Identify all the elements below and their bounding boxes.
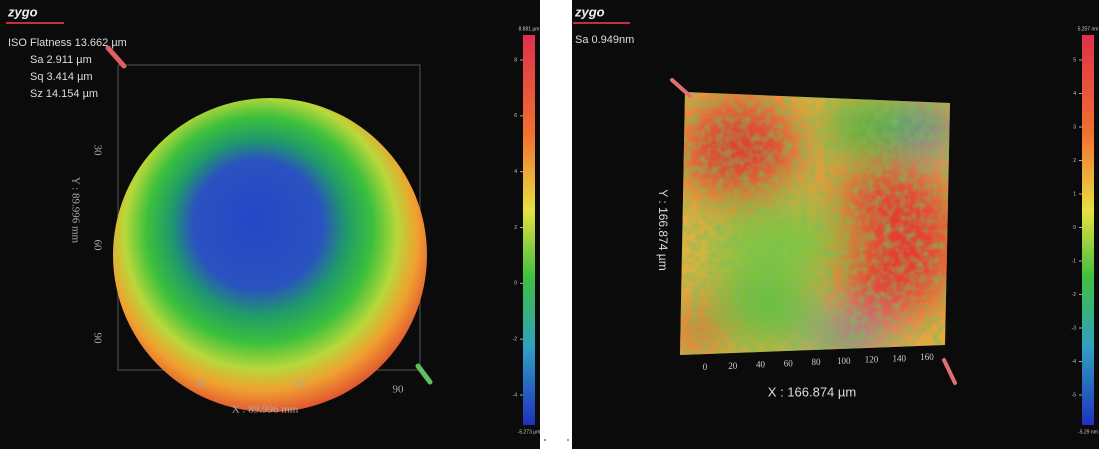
surface-map xyxy=(670,85,960,365)
colorbar-tick-label: -4 xyxy=(513,392,518,398)
colorbar-tick-label: 2 xyxy=(514,225,517,231)
colorbar-tick-label: -2 xyxy=(513,336,518,342)
colorbar-tick-label: -1 xyxy=(1072,258,1077,264)
colorbar-tick-label: 3 xyxy=(1073,124,1076,130)
x-tick-label: 120 xyxy=(865,355,879,365)
colorbar-tick-label: -4 xyxy=(1072,359,1077,365)
colorbar-tick-label: -2 xyxy=(1072,292,1077,298)
y-axis-label: Y : 89.996 mm xyxy=(69,177,81,244)
colorbar-tick-label: 8 xyxy=(514,57,517,63)
x-tick-label: 0 xyxy=(703,362,708,372)
separator-dot xyxy=(567,439,569,441)
x-tick-label: 60 xyxy=(784,358,794,368)
colorbar-tick-label: 6 xyxy=(514,113,517,119)
colorbar xyxy=(1082,35,1094,425)
x-tick-label: 60 xyxy=(295,379,307,391)
y-tick-label: 90 xyxy=(91,333,103,345)
colorbar-tick-label: 4 xyxy=(514,169,517,175)
x-tick-label: 140 xyxy=(893,353,907,363)
y-tick-label: 30 xyxy=(91,145,103,157)
colorbar-tick-label: 2 xyxy=(1073,158,1076,164)
x-tick-label: 80 xyxy=(812,357,822,367)
x-tick-label: 20 xyxy=(728,361,738,371)
colorbar-max: 5.257 nm xyxy=(1078,26,1099,32)
separator-dot xyxy=(544,439,546,441)
metric: Sa 2.911 µm xyxy=(30,54,92,66)
surface-sphere xyxy=(113,98,427,412)
colorbar-tick-label: 0 xyxy=(1073,225,1076,231)
logo: zygo xyxy=(7,4,38,19)
colorbar-min: -5.29 nm xyxy=(1078,429,1098,435)
colorbar-tick-label: 1 xyxy=(1073,191,1076,197)
x-tick-label: 100 xyxy=(837,356,851,366)
x-tick-label: 90 xyxy=(393,384,405,396)
y-tick-label: 60 xyxy=(91,240,103,252)
colorbar-tick-label: 0 xyxy=(514,281,517,287)
left-panel: zygo ISO Flatness 13.662 µm Sa 2.911 µm … xyxy=(0,0,540,449)
y-axis-label: Y : 166.874 µm xyxy=(656,189,670,270)
colorbar-min: -5.273 µm xyxy=(518,429,541,435)
x-tick-label: 40 xyxy=(756,360,766,370)
colorbar-tick-label: -5 xyxy=(1072,392,1077,398)
x-axis-label: X : 166.874 µm xyxy=(768,384,856,399)
metric: Sz 14.154 µm xyxy=(30,88,98,100)
metric: Sa 0.949nm xyxy=(575,34,634,46)
colorbar-tick-label: -3 xyxy=(1072,325,1077,331)
colorbar-tick-label: 5 xyxy=(1073,57,1076,63)
right-panel: zygo Sa 0.949nm Y : 166.874 µm X : 166.8… xyxy=(572,0,1099,449)
x-tick-label: 160 xyxy=(920,352,934,362)
colorbar-tick-label: 4 xyxy=(1073,91,1076,97)
x-tick-label: 30 xyxy=(195,379,207,391)
x-axis-label: X : 89.996 mm xyxy=(232,404,299,416)
screenshot: zygo ISO Flatness 13.662 µm Sa 2.911 µm … xyxy=(0,0,1099,449)
logo: zygo xyxy=(574,4,605,19)
metric: Sq 3.414 µm xyxy=(30,71,93,83)
colorbar xyxy=(523,35,535,425)
colorbar-max: 8.881 µm xyxy=(519,26,540,32)
